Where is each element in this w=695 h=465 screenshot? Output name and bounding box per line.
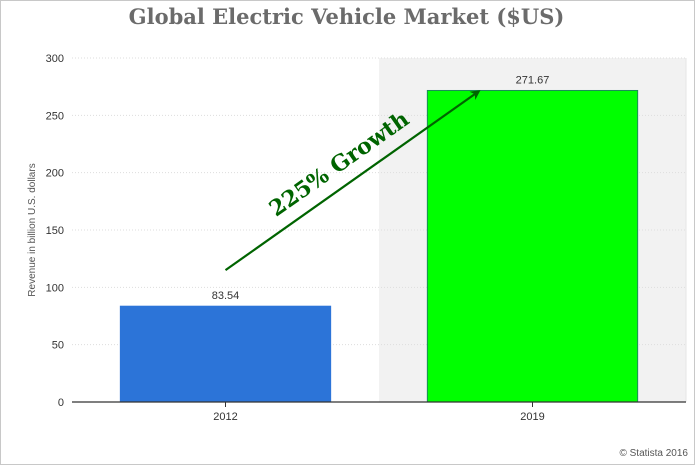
x-tick-label: 2019	[520, 411, 544, 423]
y-tick-label: 50	[52, 340, 64, 352]
y-axis-label: Revenue in billion U.S. dollars	[27, 163, 38, 296]
y-tick-label: 0	[58, 397, 64, 409]
growth-arrow	[224, 90, 481, 272]
y-tick-label: 150	[46, 225, 64, 237]
y-tick-label: 300	[46, 53, 64, 65]
data-label-2019: 271.67	[516, 74, 550, 86]
credit-text: © Statista 2016	[619, 448, 688, 459]
y-tick-label: 250	[46, 110, 64, 122]
y-tick-label: 200	[46, 168, 64, 180]
data-label-2012: 83.54	[212, 290, 240, 302]
chart-title: Global Electric Vehicle Market ($US)	[128, 4, 565, 29]
bar-2012	[119, 305, 332, 403]
bar-2019	[426, 89, 639, 403]
y-tick-label: 100	[46, 282, 64, 294]
x-tick-label: 2012	[213, 411, 237, 423]
